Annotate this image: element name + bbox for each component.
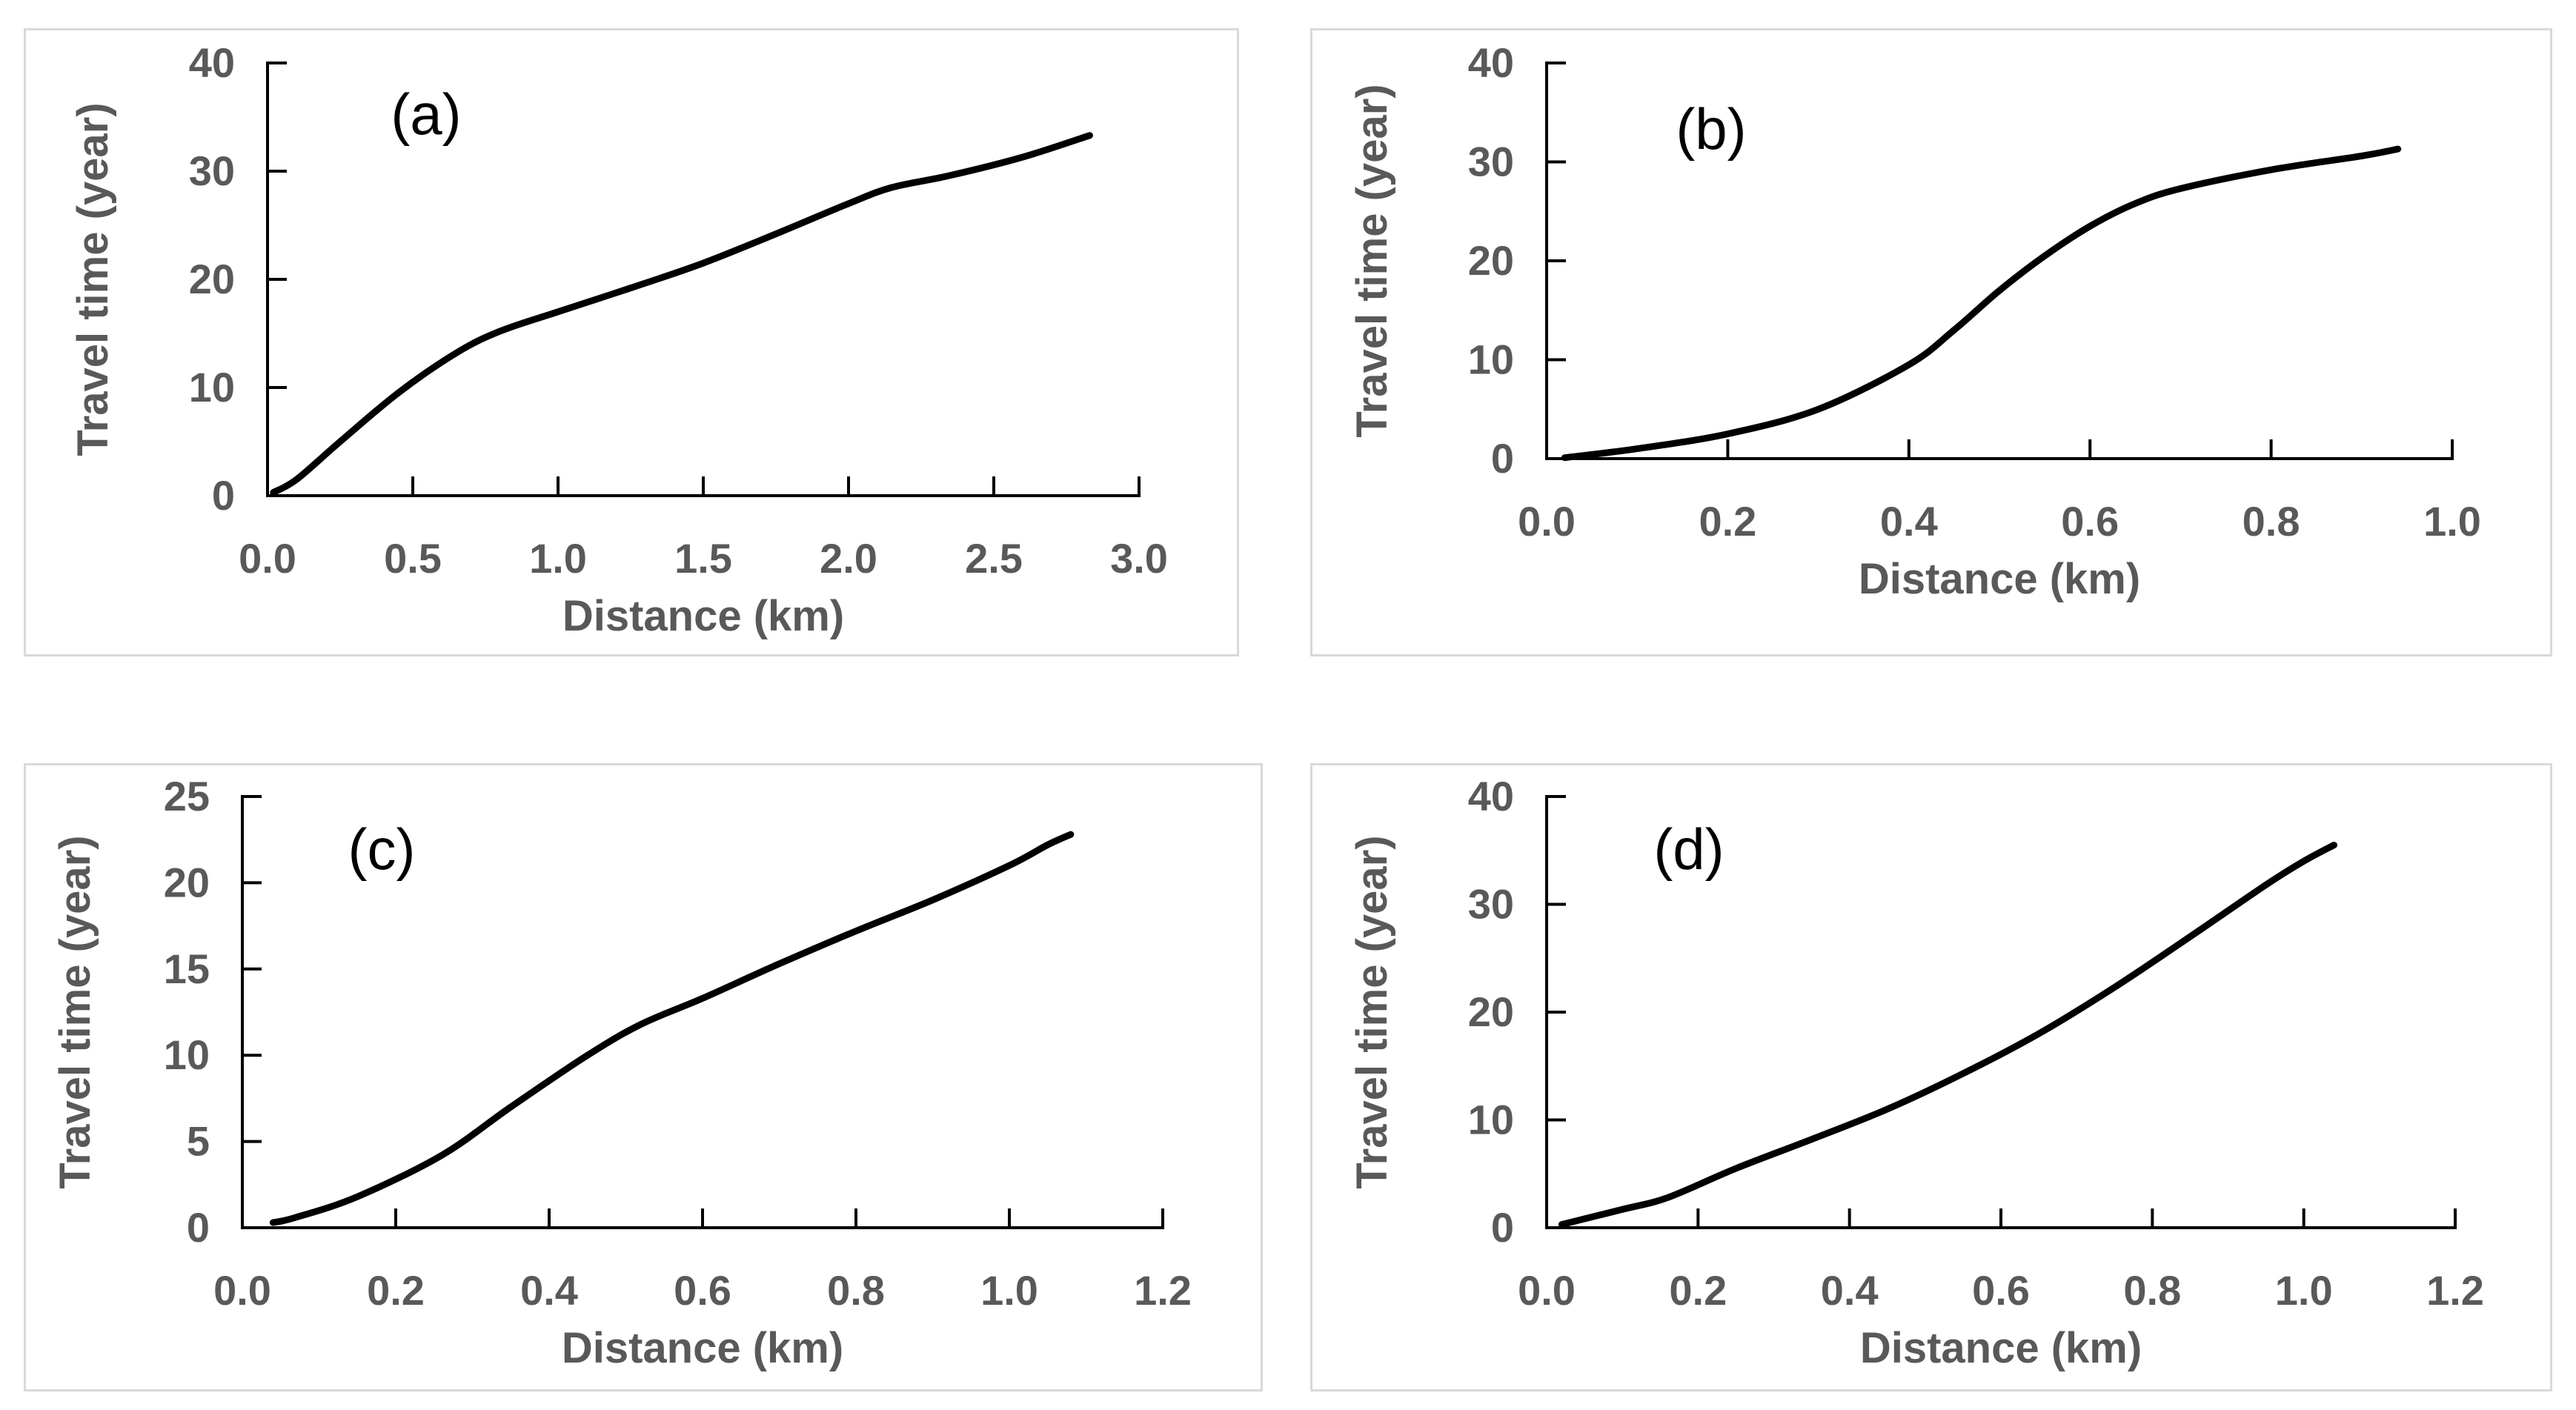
series-line [1558, 842, 2337, 1228]
y-tick-label: 30 [189, 147, 235, 194]
x-tick-label: 1.0 [2275, 1267, 2333, 1314]
y-tick-label: 20 [1468, 237, 1514, 284]
y-tick-label: 15 [164, 945, 210, 992]
y-tick-label: 40 [1468, 39, 1514, 86]
series-line [1561, 145, 2402, 462]
x-tick-label: 0.0 [1518, 498, 1576, 545]
x-axis-title: Distance (km) [1860, 1324, 2142, 1372]
y-axis-title: Travel time (year) [69, 102, 117, 456]
y-axis-title: Travel time (year) [1348, 84, 1396, 437]
chart-panel-d: 0 10 20 30 40 0.0 0.2 0.4 0.6 0.8 1.0 1.2 Distance (… [1310, 763, 2552, 1391]
y-tick-label: 20 [164, 859, 210, 905]
x-tick-label: 0.8 [827, 1267, 885, 1314]
chart-a: 0 10 20 30 40 0.0 0.5 1.0 1.5 2.0 2.5 3.0 Distance (… [69, 39, 1168, 640]
x-axis-title: Distance (km) [1859, 555, 2140, 603]
chart-d: 0 10 20 30 40 0.0 0.2 0.4 0.6 0.8 1.0 1.2 Distance (… [1348, 773, 2484, 1372]
chart-panel-b: 0 10 20 30 40 0.0 0.2 0.4 0.6 0.8 1.0 Distance (km)… [1310, 28, 2552, 656]
y-tick-label: 40 [1468, 773, 1514, 819]
y-tick-label: 25 [164, 773, 210, 819]
x-tick-label: 0.8 [2243, 498, 2300, 545]
x-tick-label: 0.2 [1669, 1267, 1727, 1314]
x-tick-label: 0.4 [1821, 1267, 1879, 1314]
y-tick-label: 5 [187, 1118, 210, 1165]
series-line [270, 132, 1093, 496]
panel-label: (b) [1676, 96, 1746, 162]
panel-label: (a) [391, 82, 461, 147]
y-tick-label: 20 [1468, 988, 1514, 1035]
x-tick-label: 1.5 [674, 535, 732, 582]
x-tick-label: 0.6 [1972, 1267, 2030, 1314]
x-tick-label: 0.4 [1880, 498, 1938, 545]
y-tick-label: 20 [189, 256, 235, 302]
x-tick-label: 0.0 [213, 1267, 271, 1314]
x-tick-label: 0.6 [674, 1267, 731, 1314]
x-tick-label: 1.0 [2423, 498, 2481, 545]
x-tick-label: 0.4 [520, 1267, 578, 1314]
x-tick-label: 0.6 [2061, 498, 2119, 545]
y-tick-label: 10 [1468, 1097, 1514, 1143]
x-axis-title: Distance (km) [562, 592, 844, 640]
y-axis-title: Travel time (year) [1348, 835, 1396, 1188]
x-tick-label: 2.0 [820, 535, 877, 582]
x-tick-label: 0.0 [1518, 1267, 1576, 1314]
x-tick-label: 0.5 [384, 535, 442, 582]
y-axis-title: Travel time (year) [51, 835, 99, 1188]
series-line [269, 831, 1075, 1226]
y-tick-label: 10 [189, 364, 235, 410]
y-tick-label: 0 [1491, 1204, 1514, 1251]
x-tick-label: 0.2 [367, 1267, 425, 1314]
x-tick-label: 1.0 [529, 535, 587, 582]
y-tick-label: 0 [187, 1204, 210, 1251]
y-tick-label: 0 [1491, 435, 1514, 482]
chart-c: 0 5 10 15 20 25 0.0 0.2 0.4 0.6 0.8 1.0 1.2 Distance … [51, 773, 1192, 1372]
y-tick-label: 0 [212, 472, 235, 519]
y-tick-label: 10 [164, 1031, 210, 1078]
chart-panel-a: 0 10 20 30 40 0.0 0.5 1.0 1.5 2.0 2.5 3.0 Distance (… [24, 28, 1239, 656]
x-tick-label: 1.2 [1134, 1267, 1192, 1314]
x-tick-label: 0.8 [2123, 1267, 2181, 1314]
x-tick-label: 3.0 [1110, 535, 1168, 582]
chart-panel-c: 0 5 10 15 20 25 0.0 0.2 0.4 0.6 0.8 1.0 1.2 Distance … [24, 763, 1263, 1391]
y-tick-label: 40 [189, 39, 235, 86]
x-tick-label: 0.2 [1699, 498, 1756, 545]
x-tick-label: 2.5 [965, 535, 1023, 582]
panel-label: (c) [348, 817, 416, 882]
panel-label: (d) [1653, 817, 1724, 882]
chart-b: 0 10 20 30 40 0.0 0.2 0.4 0.6 0.8 1.0 Distance (km)… [1348, 39, 2481, 603]
x-tick-label: 1.2 [2426, 1267, 2484, 1314]
y-tick-label: 10 [1468, 336, 1514, 383]
x-axis-title: Distance (km) [562, 1324, 843, 1372]
x-tick-label: 0.0 [239, 535, 296, 582]
x-tick-label: 1.0 [980, 1267, 1038, 1314]
y-tick-label: 30 [1468, 881, 1514, 928]
y-tick-label: 30 [1468, 139, 1514, 185]
